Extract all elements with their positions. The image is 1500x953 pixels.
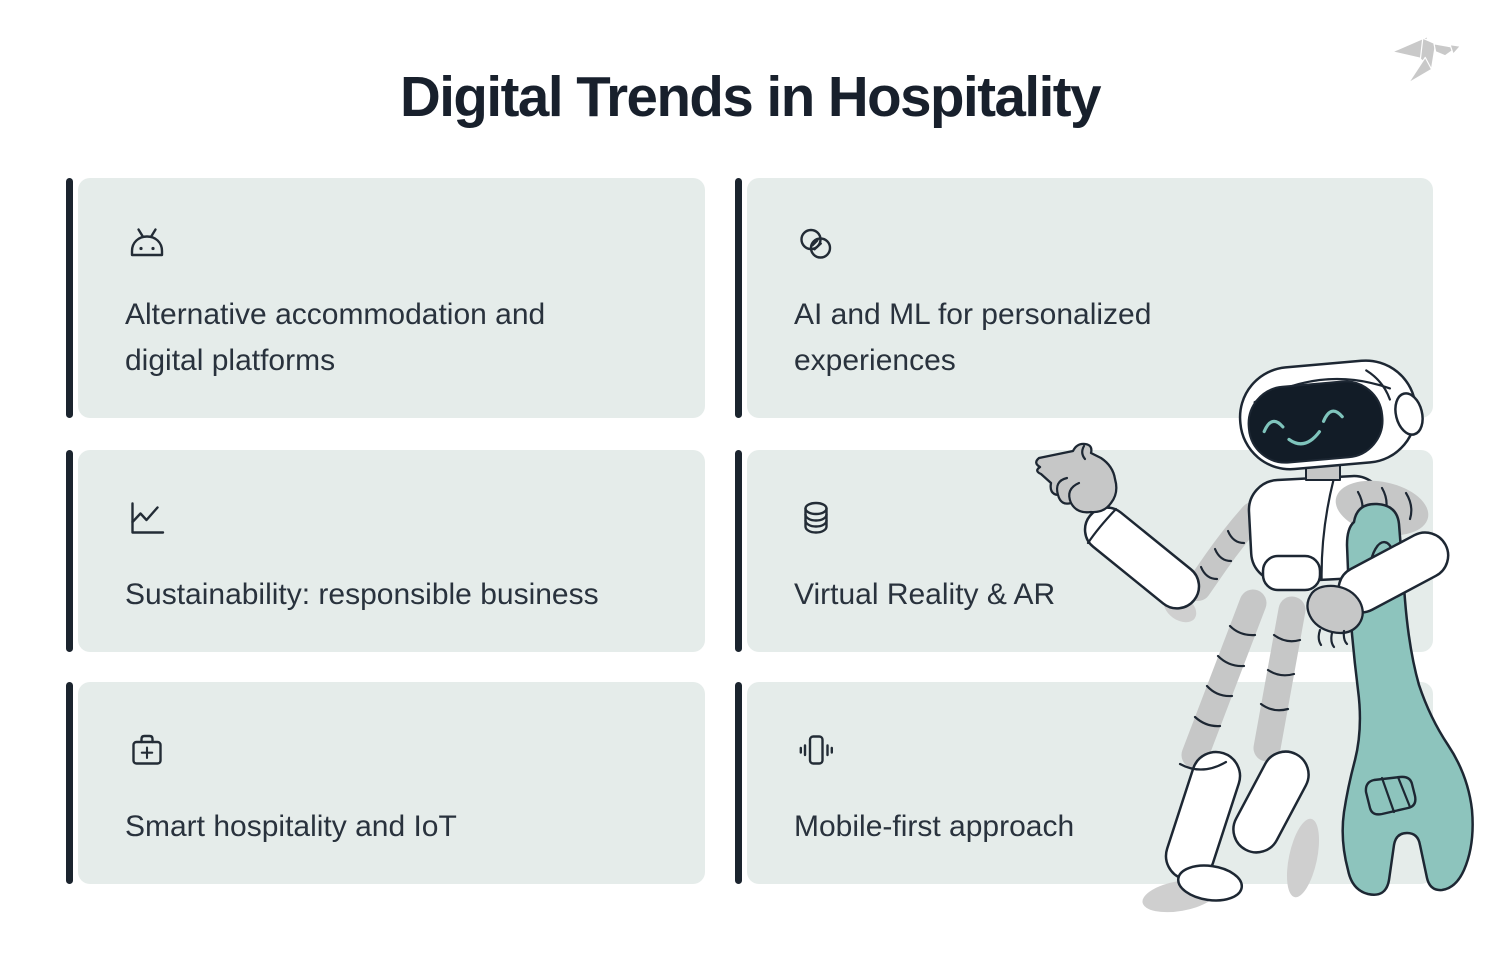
robot-pointing-hand xyxy=(1035,442,1118,514)
robot-eyes xyxy=(1262,409,1344,434)
wrench-bolt-hole xyxy=(1364,775,1417,816)
accent-bar xyxy=(66,178,73,418)
robot-with-wrench-illustration xyxy=(1035,359,1474,913)
accent-bar xyxy=(735,450,742,652)
card-label: Alternative accommodation and digital pl… xyxy=(125,298,546,377)
card-label: Virtual Reality & AR xyxy=(794,578,1056,611)
robot-smile xyxy=(1287,430,1322,446)
card-label: Smart hospitality and IoT xyxy=(125,810,457,843)
vibrating-phone-icon xyxy=(794,728,838,772)
accent-bar xyxy=(66,450,73,652)
card-sustainability: Sustainability: responsible business xyxy=(66,450,705,652)
robot-boots xyxy=(1164,750,1310,902)
robot-legs xyxy=(1181,589,1306,769)
card-smart-hospitality: Smart hospitality and IoT xyxy=(66,682,705,884)
line-chart-icon xyxy=(125,496,169,540)
robot-right-arm xyxy=(1306,531,1450,649)
database-icon xyxy=(794,496,838,540)
robot-ear xyxy=(1394,392,1424,436)
venn-diagram-icon xyxy=(794,224,838,268)
card-alternative-accommodation: Alternative accommodation and digital pl… xyxy=(66,178,705,418)
accent-bar xyxy=(735,682,742,884)
robot-pointing-arm xyxy=(1035,442,1201,610)
origami-bird-logo xyxy=(1391,36,1461,84)
card-label: Sustainability: responsible business xyxy=(125,578,599,611)
robot-right-hand xyxy=(1306,584,1364,635)
robot-left-upper-arm xyxy=(1185,502,1266,601)
robot-face-screen xyxy=(1247,380,1384,464)
page-title: Digital Trends in Hospitality xyxy=(399,65,1102,129)
accent-bar xyxy=(66,682,73,884)
briefcase-plus-icon xyxy=(125,728,169,772)
robot-head xyxy=(1238,359,1418,471)
card-label: Mobile-first approach xyxy=(794,810,1075,843)
card-mobile-first: Mobile-first approach xyxy=(735,682,1433,884)
accent-bar xyxy=(735,178,742,418)
card-label: AI and ML for personalized experiences xyxy=(794,298,1152,377)
android-icon xyxy=(125,224,169,268)
